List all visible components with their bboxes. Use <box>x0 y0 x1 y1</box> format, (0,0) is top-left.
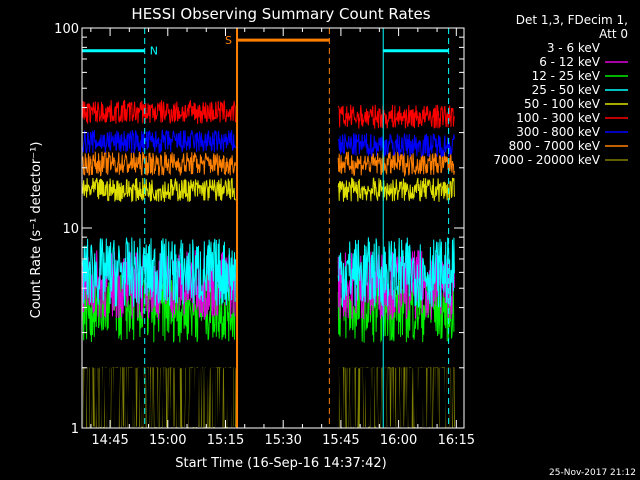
x-tick-label: 15:00 <box>149 433 186 448</box>
chart-title: HESSI Observing Summary Count Rates <box>131 5 430 23</box>
series-line <box>337 237 455 309</box>
series-line <box>337 133 455 158</box>
legend-label: 800 - 7000 keV <box>509 139 601 153</box>
annotation-layer: NS <box>82 28 450 428</box>
legend-label: 100 - 300 keV <box>516 111 600 125</box>
series-line <box>338 367 455 428</box>
legend-label: 3 - 6 keV <box>547 41 601 55</box>
series-line <box>337 151 455 178</box>
series-line <box>82 150 236 177</box>
legend-title-line-2: Att 0 <box>599 27 628 41</box>
annotation-label-s: S <box>225 34 232 47</box>
y-tick-label: 10 <box>62 222 79 237</box>
x-axis-label: Start Time (16-Sep-16 14:37:42) <box>175 456 386 471</box>
legend-title-line-1: Det 1,3, FDecim 1, <box>516 13 628 27</box>
series-line <box>337 104 455 129</box>
series-line <box>82 367 236 428</box>
legend-label: 300 - 800 keV <box>516 125 600 139</box>
series-line <box>337 177 455 202</box>
x-tick-label: 15:15 <box>207 433 244 448</box>
y-axis-label: Count Rate (s⁻¹ detector⁻¹) <box>29 142 44 319</box>
ticks: 14:45 15:00 15:15 15:30 15:45 16:00 16:15 1 10 10… <box>54 22 475 448</box>
y-tick-label: 100 <box>54 22 79 37</box>
y-tick-label: 1 <box>71 422 79 437</box>
legend-label: 25 - 50 keV <box>532 83 601 97</box>
series-line <box>82 177 236 202</box>
series-line <box>82 99 236 125</box>
legend-label: 7000 - 20000 keV <box>493 153 600 167</box>
footer-date: 25-Nov-2017 21:12 <box>549 468 636 478</box>
x-tick-label: 14:45 <box>91 433 128 448</box>
x-tick-label: 15:30 <box>264 433 301 448</box>
legend-label: 12 - 25 keV <box>532 69 601 83</box>
series-line <box>82 237 236 307</box>
legend-label: 6 - 12 keV <box>539 55 601 69</box>
series-line <box>82 129 236 154</box>
series-layer <box>82 99 455 428</box>
x-tick-label: 16:15 <box>438 433 475 448</box>
legend-label: 50 - 100 keV <box>524 97 601 111</box>
x-tick-label: 16:00 <box>380 433 417 448</box>
x-tick-label: 15:45 <box>322 433 359 448</box>
annotation-label-n: N <box>150 45 158 58</box>
